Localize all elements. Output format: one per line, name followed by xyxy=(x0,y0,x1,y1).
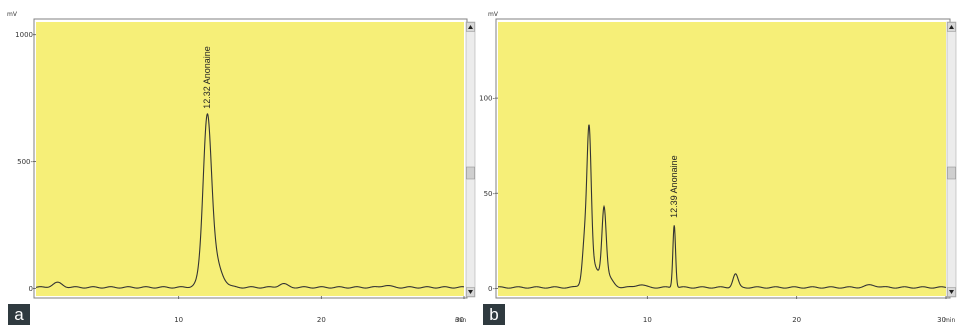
vertical-scrollbar[interactable] xyxy=(946,21,957,298)
x-tick-label: 10 xyxy=(643,316,652,324)
y-tick-label: 0- xyxy=(488,285,495,293)
y-tick-label: 0 xyxy=(29,285,33,293)
arrow-up-icon xyxy=(468,25,473,29)
y-unit-label: mV xyxy=(488,11,499,18)
y-tick-label: 1000 xyxy=(15,31,33,39)
y-unit-label: mV xyxy=(7,11,18,18)
x-tick-label: 20 xyxy=(792,316,801,324)
chromatogram-trace xyxy=(497,124,947,289)
x-tick-label: 30 xyxy=(455,316,464,324)
chromatogram-trace xyxy=(35,113,465,289)
panel-letter-badge xyxy=(483,304,505,325)
x-tick-label: 20 xyxy=(317,316,326,324)
vertical-scrollbar[interactable] xyxy=(465,21,476,298)
panel-letter-badge xyxy=(8,304,30,325)
arrow-down-icon xyxy=(468,290,473,294)
plot-area xyxy=(498,22,946,296)
x-tick-label: 30 xyxy=(937,316,946,324)
scroll-thumb[interactable] xyxy=(466,166,475,180)
panel-letter: b xyxy=(489,305,498,324)
arrow-down-icon xyxy=(949,290,954,294)
plot-area xyxy=(36,22,464,296)
y-tick-label: 50- xyxy=(484,190,496,198)
panel-letter: a xyxy=(14,305,24,324)
arrow-up-icon xyxy=(949,25,954,29)
scroll-thumb[interactable] xyxy=(947,166,956,180)
x-unit-label: min xyxy=(944,317,956,324)
y-tick-label: 100- xyxy=(479,95,495,103)
chart-panel-b: 0- 50- 100- 10 20 30 mV min 12.39 Anonaine b xyxy=(479,11,957,325)
x-tick-label: 10 xyxy=(174,316,183,324)
y-tick-label: 500- xyxy=(17,158,33,166)
peak-annotation: 12.39 Anonaine xyxy=(669,155,679,218)
x-unit-label: min xyxy=(455,317,467,324)
peak-annotation: 12.32 Anonaine xyxy=(202,46,212,109)
chart-panel-a: 0 500- 1000 10 20 30 mV min 12.32 Anonaine a xyxy=(7,11,476,325)
